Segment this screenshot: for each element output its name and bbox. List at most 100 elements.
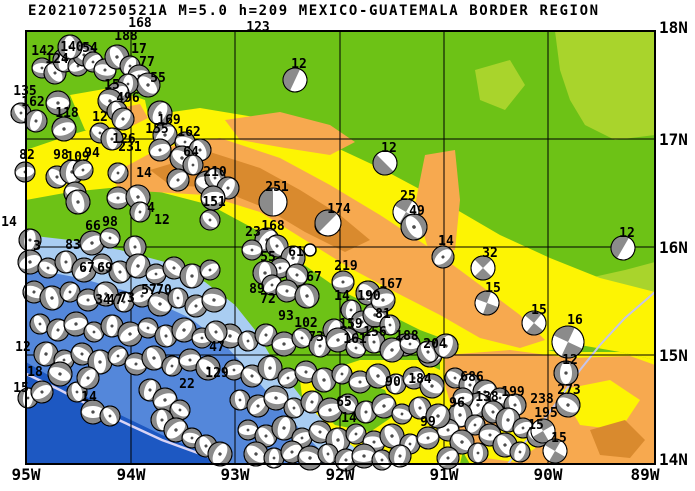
focal-mechanism-ball (433, 333, 459, 359)
focal-mechanism-ball (147, 100, 173, 126)
depth-label: 69 (97, 261, 113, 276)
focal-mechanism-ball (113, 291, 135, 313)
focal-mechanism-ball (57, 34, 83, 60)
depth-label: 70 (156, 283, 172, 298)
depth-label: 16 (567, 313, 583, 328)
depth-label: 168 (128, 16, 152, 31)
depth-label: 15 (485, 281, 501, 296)
depth-label: 47 (107, 293, 123, 308)
depth-label: 169 (157, 113, 180, 128)
focal-mechanism-ball (370, 287, 396, 313)
depth-label: 190 (357, 289, 381, 304)
focal-mechanism-ball (100, 127, 124, 151)
axis-labels: 95W 94W 93W 92W 91W 90W 89W 18N 17N 16N 15N 14N (12, 18, 688, 484)
depth-label: 123 (246, 20, 269, 35)
focal-mechanism-ball (154, 324, 178, 348)
focal-mechanism-ball (137, 317, 159, 339)
focal-mechanism-ball (294, 360, 318, 384)
focal-mechanism-ball (182, 154, 204, 176)
depth-label: 73 (308, 330, 324, 345)
focal-mechanism-ball (240, 364, 264, 388)
depth-label: 94 (84, 146, 100, 161)
focal-mechanism-ball (470, 255, 496, 281)
focal-mechanism-ball (91, 253, 113, 275)
focal-mechanism-ball (46, 318, 70, 342)
focal-mechanism-ball (271, 331, 297, 357)
focal-mechanism-ball (467, 442, 489, 464)
focal-mechanism-ball (184, 294, 208, 318)
depth-label: 81 (375, 307, 391, 322)
depth-label: 32 (482, 246, 498, 261)
focal-mechanism-ball (388, 444, 412, 468)
focal-mechanism-ball (130, 284, 154, 308)
focal-mechanism-ball (337, 393, 359, 415)
depth-label: 138 (475, 390, 499, 405)
depth-label: 168 (261, 219, 285, 234)
focal-mechanism-ball (345, 423, 367, 445)
focal-mechanism-ball (204, 320, 228, 344)
depth-label: 102 (294, 316, 317, 331)
depth-label: 18 (27, 365, 43, 380)
focal-mechanism-ball (237, 330, 259, 352)
terrain-patch (225, 112, 355, 155)
focal-mechanism-ball (331, 270, 355, 294)
focal-mechanism-ball (76, 288, 100, 312)
focal-mechanism-ball (223, 359, 245, 381)
focal-mechanism-ball (107, 162, 129, 184)
beachball-layer (10, 34, 636, 472)
focal-mechanism-ball (72, 159, 94, 181)
depth-label: 155 (145, 122, 168, 137)
focal-mechanism-ball (99, 405, 121, 427)
depth-label: 210 (203, 165, 227, 180)
plot-title: E202107250521A M=5.0 h=209 MEXICO-GUATEM… (28, 3, 600, 19)
lon-tick-label: 94W (117, 465, 146, 484)
focal-mechanism-ball (111, 107, 135, 131)
focal-mechanism-ball (123, 235, 147, 259)
focal-mechanism-ball (162, 256, 186, 280)
depth-label: 238 (530, 392, 554, 407)
lon-tick-label: 89W (631, 465, 660, 484)
depth-label: 99 (420, 415, 436, 430)
lat-tick-label: 16N (659, 238, 688, 257)
focal-mechanism-ball (76, 366, 100, 390)
depth-label: 3 (33, 239, 41, 254)
focal-mechanism-ball (87, 349, 113, 375)
depth-label: 77 (139, 55, 155, 70)
focal-mechanism-ball (161, 355, 183, 377)
lat-tick-label: 18N (659, 18, 688, 37)
depth-label: 162 (177, 125, 200, 140)
focal-mechanism-ball (54, 250, 78, 274)
depth-label: 126 (112, 132, 136, 147)
focal-mechanism-ball (385, 373, 407, 395)
depth-label: 12 (562, 353, 578, 368)
depth-label: 23 (245, 225, 261, 240)
focal-mechanism-ball (362, 330, 386, 354)
focal-mechanism-ball (108, 260, 132, 284)
depth-label: 12 (381, 141, 397, 156)
focal-mechanism-ball (551, 325, 585, 359)
focal-mechanism-ball (271, 415, 297, 441)
focal-mechanism-ball (106, 186, 130, 210)
lon-tick-label: 91W (430, 465, 459, 484)
depth-label: 12 (291, 57, 307, 72)
focal-mechanism-ball (354, 400, 378, 424)
depth-label: 47 (209, 340, 225, 355)
depth-label: 124 (45, 52, 69, 67)
focal-mechanism-ball (147, 291, 173, 317)
depth-label: 142 (31, 44, 54, 59)
depth-label: 34 (95, 293, 111, 308)
lon-tick-label: 93W (221, 465, 250, 484)
depth-label: 55 (150, 71, 166, 86)
depth-label: 22 (179, 377, 195, 392)
focal-mechanism-ball (474, 290, 500, 316)
main-event-marker (303, 243, 317, 257)
focal-mechanism-ball (416, 426, 440, 450)
depth-label: 25 (400, 189, 416, 204)
depth-label: 14 (136, 166, 152, 181)
focal-mechanism-ball (39, 285, 65, 311)
depth-label: 61 (288, 245, 304, 260)
focal-mechanism-ball (93, 281, 119, 307)
focal-mechanism-ball (280, 440, 304, 464)
